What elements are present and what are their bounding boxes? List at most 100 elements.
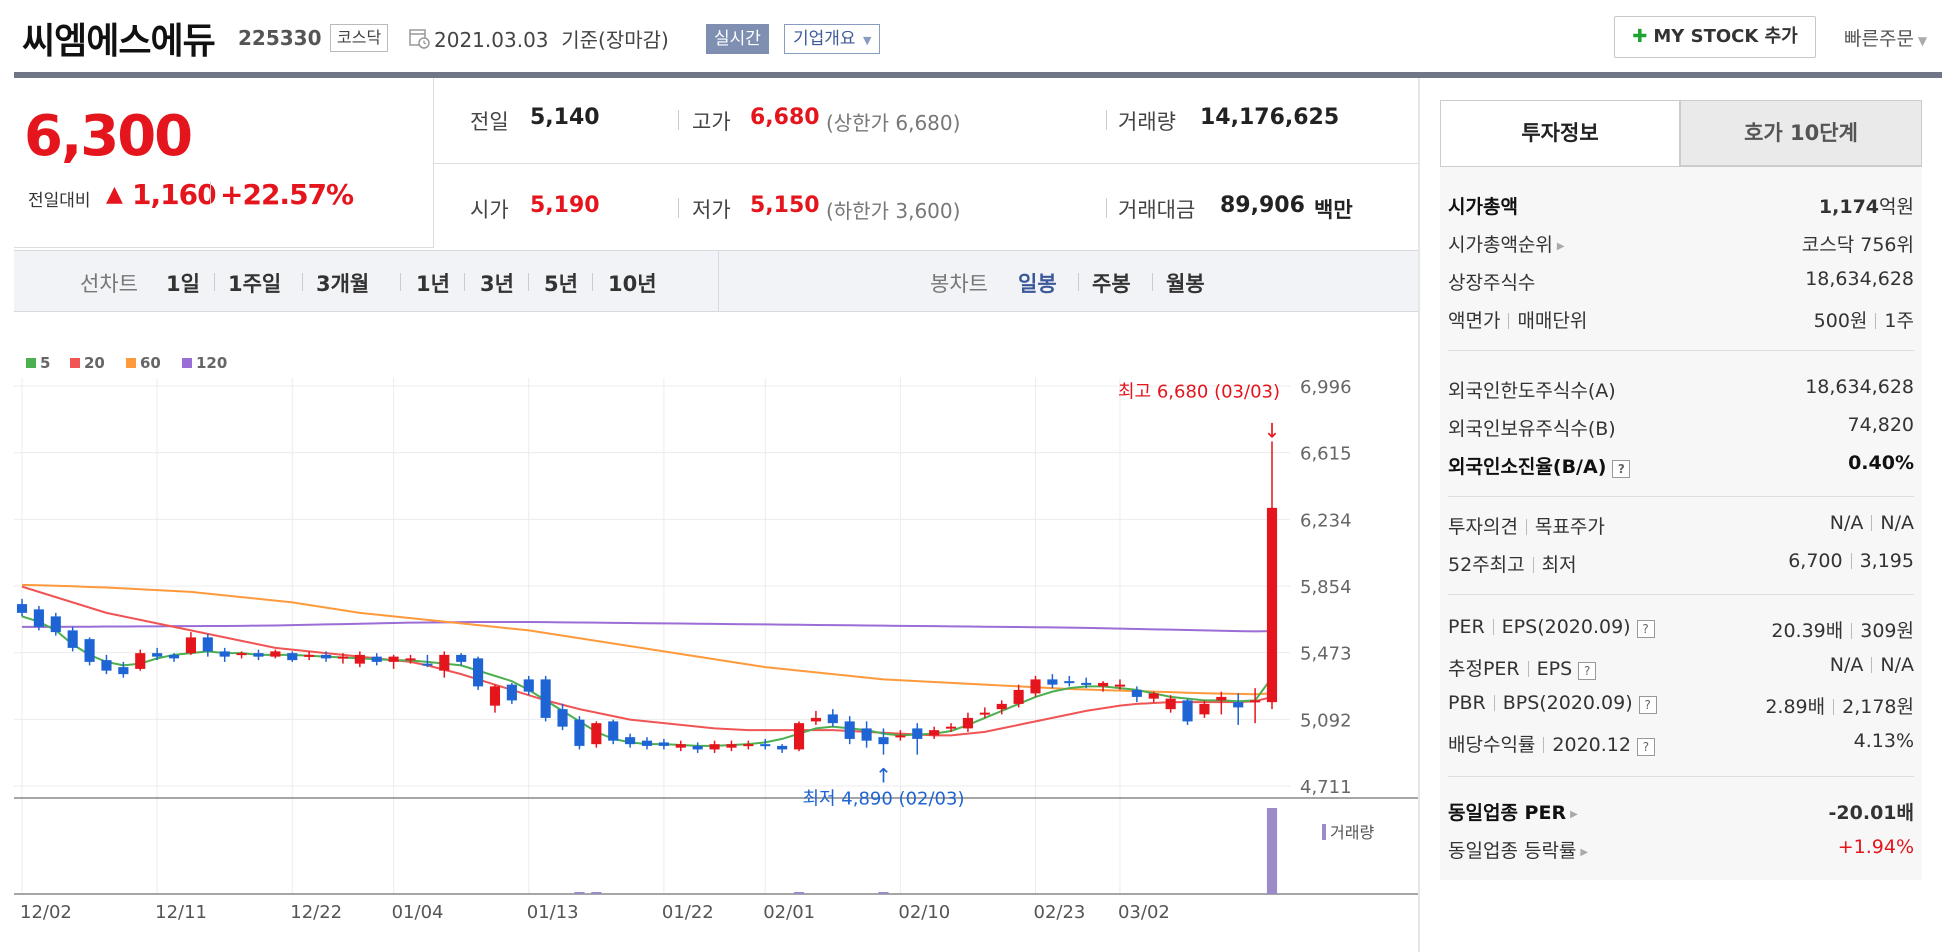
opinion-value: N/A	[1829, 512, 1864, 534]
candle-body	[962, 717, 974, 729]
trading-unit-label: 매매단위	[1517, 310, 1588, 332]
divider	[528, 273, 529, 291]
candle-body	[810, 717, 821, 722]
help-icon[interactable]: ?	[1638, 696, 1657, 714]
period-3y[interactable]: 3년	[480, 272, 514, 296]
x-tick-label: 01/04	[392, 902, 444, 923]
candle-monthly[interactable]: 월봉	[1166, 272, 1205, 296]
high-annotation: 최고 6,680 (03/03)	[1118, 381, 1280, 402]
period-5y[interactable]: 5년	[544, 272, 578, 296]
candle-body	[439, 654, 450, 671]
y-tick-label: 6,615	[1300, 444, 1352, 465]
y-tick-label: 6,234	[1300, 510, 1352, 531]
volume-bar	[591, 892, 602, 894]
eps-label: EPS(2020.09)	[1501, 616, 1631, 638]
quick-order-dropdown[interactable]: 빠른주문 ▼	[1844, 24, 1927, 51]
period-10y[interactable]: 10년	[608, 272, 657, 296]
candle-body	[574, 719, 585, 746]
add-my-stock-label: MY STOCK 추가	[1653, 26, 1798, 47]
market-cap-label: 시가총액	[1448, 196, 1518, 218]
help-icon[interactable]: ?	[1612, 460, 1631, 478]
triangle-right-icon: ▶	[1556, 241, 1565, 252]
company-info-dropdown[interactable]: 기업개요 ▼	[784, 24, 881, 54]
tab-investment-info[interactable]: 투자정보	[1440, 100, 1680, 166]
foreign-limit-label: 외국인한도주식수(A)	[1448, 380, 1616, 402]
x-tick-label: 02/10	[898, 902, 950, 923]
low-annotation: 최저 4,890 (02/03)	[802, 789, 964, 810]
est-eps-label: EPS	[1536, 658, 1573, 680]
eps-value: 309원	[1860, 620, 1914, 642]
candle-body	[743, 744, 754, 747]
ma120-line	[22, 620, 1273, 633]
foreign-ratio-value: 0.40%	[1848, 452, 1914, 474]
sector-per-row[interactable]: 동일업종 PER ▶ -20.01배	[1448, 792, 1914, 828]
help-icon[interactable]: ?	[1636, 620, 1655, 638]
candle-body	[388, 656, 399, 662]
add-my-stock-button[interactable]: ✚ MY STOCK 추가	[1614, 16, 1816, 58]
foreign-limit-value: 18,634,628	[1805, 376, 1914, 398]
x-tick-label: 01/13	[527, 902, 579, 923]
period-1d[interactable]: 1일	[166, 272, 200, 296]
help-icon[interactable]: ?	[1578, 662, 1597, 680]
candle-body	[304, 654, 315, 657]
candle-body	[320, 654, 332, 659]
line-chart-label: 선차트	[80, 272, 138, 296]
candle-body	[1266, 507, 1278, 703]
candle-body	[1216, 696, 1227, 701]
sector-per-unit: 배	[1896, 802, 1914, 824]
week52-high-value: 6,700	[1788, 550, 1843, 572]
divider	[1448, 496, 1914, 497]
candle-weekly[interactable]: 주봉	[1092, 272, 1131, 296]
candle-body	[287, 653, 298, 661]
candle-body	[861, 728, 872, 741]
period-1w[interactable]: 1주일	[228, 272, 282, 296]
per-label: PER	[1448, 616, 1485, 638]
divider	[214, 273, 215, 291]
candle-body	[354, 654, 365, 664]
x-tick-label: 02/23	[1034, 902, 1086, 923]
candle-chart-label: 봉차트	[930, 272, 988, 296]
tab-underline	[1440, 166, 1922, 167]
sector-change-label: 동일업종 등락률	[1448, 840, 1577, 862]
dividend-period: 2020.12	[1552, 734, 1631, 756]
stock-chart[interactable]: 6,996 6,615 6,234 5,854 5,473 5,092 4,711 12/02…	[0, 330, 1418, 952]
legend-swatch	[26, 358, 36, 368]
candle-body	[101, 660, 112, 671]
candle-body	[1114, 684, 1126, 687]
y-tick-label: 5,473	[1300, 644, 1352, 665]
realtime-badge[interactable]: 실시간	[706, 24, 769, 54]
period-1y[interactable]: 1년	[416, 272, 450, 296]
volume-value: 14,176,625	[1200, 105, 1340, 130]
calendar-icon	[409, 29, 430, 49]
candle-body	[168, 654, 180, 659]
candle-daily[interactable]: 일봉	[1018, 272, 1057, 296]
investment-info-panel: 투자정보 호가 10단계 시가총액 1,174억원 시가총액순위 ▶ 코스닥 75…	[1440, 100, 1922, 880]
candle-body	[1098, 682, 1109, 687]
week52-row: 52주최고 최저 6,700 3,195	[1448, 544, 1914, 580]
candle-body	[50, 616, 61, 633]
market-cap-rank-row[interactable]: 시가총액순위 ▶ 코스닥 756위	[1448, 224, 1914, 260]
legend-swatch	[70, 358, 80, 368]
y-tick-label: 6,996	[1300, 377, 1352, 398]
dividend-row: 배당수익률 2020.12? 4.13%	[1448, 724, 1914, 760]
candle-body	[945, 726, 957, 729]
tab-order-book[interactable]: 호가 10단계	[1680, 100, 1922, 166]
candle-body	[1131, 689, 1142, 697]
legend-label: 5	[40, 354, 50, 372]
period-3m[interactable]: 3개월	[316, 272, 370, 296]
lower-limit: (하한가 3,600)	[826, 199, 961, 223]
sector-change-row[interactable]: 동일업종 등락률 ▶ +1.94%	[1448, 830, 1914, 866]
x-tick-label: 01/22	[662, 902, 714, 923]
legend-label: 20	[84, 354, 105, 372]
volume-bar	[878, 892, 889, 894]
candle-body	[33, 609, 44, 627]
low-value: 5,150	[750, 193, 820, 218]
target-price-label: 목표주가	[1534, 516, 1605, 538]
help-icon[interactable]: ?	[1636, 738, 1655, 756]
high-value: 6,680	[750, 105, 820, 130]
listed-shares-value: 18,634,628	[1805, 268, 1914, 290]
amount-value: 89,906	[1220, 193, 1305, 218]
candle-body	[625, 737, 636, 745]
candle-body	[422, 663, 433, 666]
par-value: 500원	[1813, 310, 1868, 332]
